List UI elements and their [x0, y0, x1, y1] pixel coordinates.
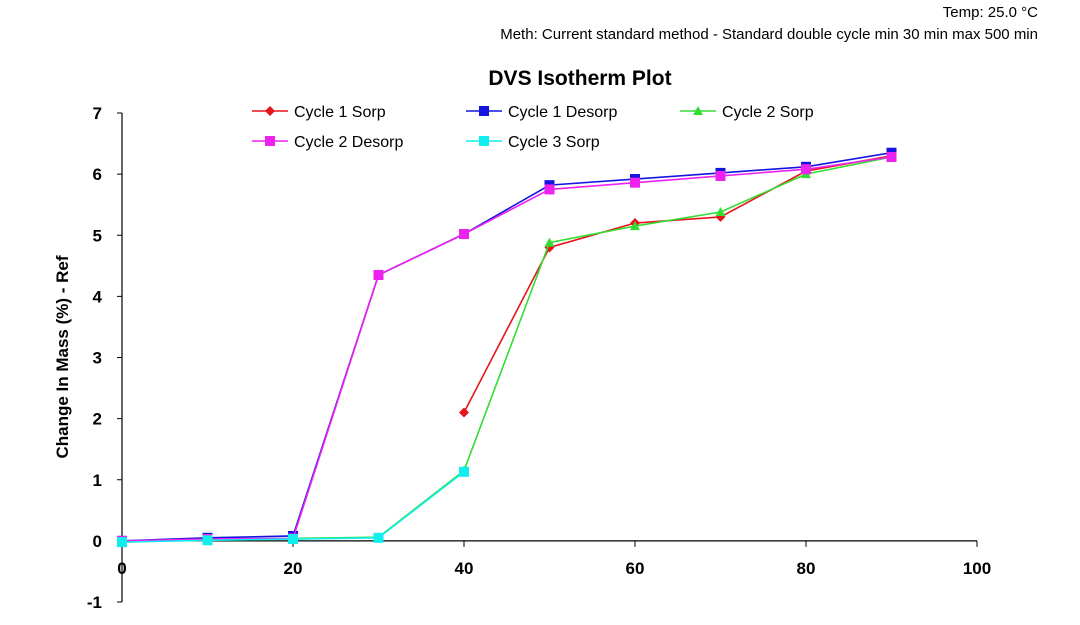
legend-marker: [265, 136, 275, 146]
data-point: [544, 184, 555, 195]
x-tick-label: 60: [626, 559, 645, 578]
legend-label: Cycle 1 Desorp: [508, 104, 617, 121]
method-label: Meth: Current standard method - Standard…: [500, 26, 1038, 43]
series-line: [121, 151, 892, 542]
legend-marker: [479, 106, 489, 116]
axes: -1 0 1 2 3 4 5 6 7 0 20 40 60 80 100: [87, 104, 991, 612]
data-point: [373, 269, 384, 280]
legend-entry: Cycle 3 Sorp: [466, 134, 600, 151]
y-axis-label: Change In Mass (%) - Ref: [53, 255, 72, 458]
data-point: [886, 152, 897, 163]
y-tick-label: 1: [93, 471, 102, 490]
data-point: [202, 535, 213, 546]
legend-label: Cycle 2 Desorp: [294, 134, 403, 151]
legend-marker: [265, 106, 275, 116]
temperature-label: Temp: 25.0 °C: [942, 4, 1038, 21]
series-line: [463, 154, 892, 413]
legend-label: Cycle 1 Sorp: [294, 104, 386, 121]
series-layer: [117, 147, 897, 548]
y-tick-label: 7: [93, 104, 102, 123]
data-point: [801, 164, 811, 175]
data-point: [630, 221, 640, 231]
y-tick-label: 2: [93, 410, 102, 429]
x-tick-label: 20: [284, 559, 303, 578]
x-tick-label: 40: [455, 559, 474, 578]
legend-entry: Cycle 2 Sorp: [680, 104, 814, 121]
data-point: [715, 170, 726, 181]
legend-entry: Cycle 1 Desorp: [466, 104, 617, 121]
data-point: [630, 177, 640, 188]
legend-label: Cycle 2 Sorp: [722, 104, 814, 121]
data-point: [373, 532, 384, 543]
series-cycle-2-desorp: [117, 152, 897, 546]
legend-entry: Cycle 2 Desorp: [252, 134, 403, 151]
legend-marker: [479, 136, 489, 146]
data-point: [459, 407, 469, 418]
legend-label: Cycle 3 Sorp: [508, 134, 600, 151]
y-tick-label: -1: [87, 593, 102, 612]
data-point: [544, 237, 555, 247]
data-point: [715, 207, 726, 217]
series-line: [121, 156, 892, 543]
x-tick-label: 80: [797, 559, 816, 578]
y-tick-label: 0: [93, 532, 102, 551]
series-cycle-1-desorp: [117, 147, 897, 546]
series-cycle-1-sorp: [459, 150, 897, 418]
series-cycle-3-sorp: [117, 466, 469, 548]
x-tick-label: 0: [117, 559, 126, 578]
x-tick-label: 100: [963, 559, 991, 578]
series-line: [121, 156, 892, 542]
y-tick-label: 6: [93, 165, 102, 184]
y-tick-label: 3: [93, 349, 102, 368]
data-point: [459, 466, 469, 477]
legend: Cycle 1 Sorp Cycle 1 Desorp Cycle 2 Sorp Cy…: [252, 104, 814, 151]
chart-title: DVS Isotherm Plot: [488, 67, 671, 90]
y-tick-label: 5: [93, 226, 102, 245]
legend-marker: [693, 106, 703, 115]
data-point: [288, 534, 298, 545]
legend-entry: Cycle 1 Sorp: [252, 104, 386, 121]
y-tick-label: 4: [93, 287, 103, 306]
data-point: [459, 229, 469, 240]
data-point: [117, 537, 127, 548]
